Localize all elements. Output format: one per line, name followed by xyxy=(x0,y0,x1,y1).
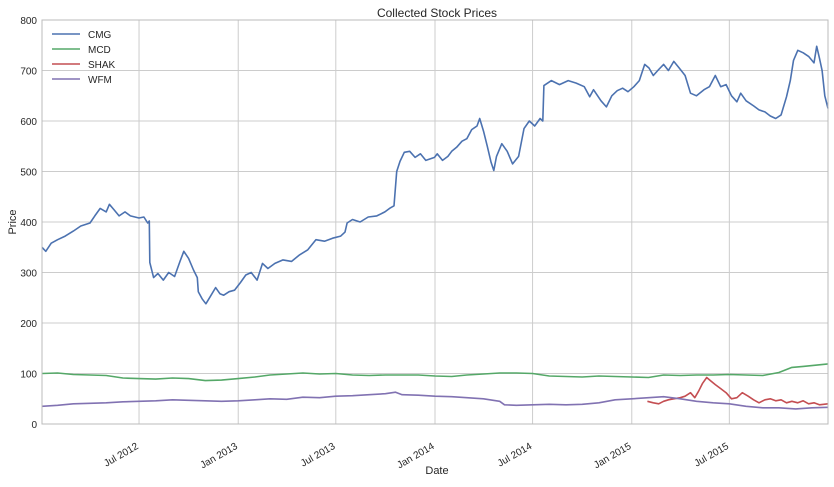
y-axis-ticks: 0 100 200 300 400 500 600 700 800 xyxy=(20,16,37,431)
y-tick-label: 0 xyxy=(31,420,37,431)
y-tick-label: 400 xyxy=(20,218,37,229)
legend-label-cmg: CMG xyxy=(88,30,112,41)
gridlines xyxy=(42,19,828,425)
legend-label-shak: SHAK xyxy=(88,60,116,71)
legend-label-wfm: WFM xyxy=(88,75,112,86)
y-tick-label: 100 xyxy=(20,370,37,381)
y-tick-label: 300 xyxy=(20,269,37,280)
series-lines xyxy=(41,45,829,410)
y-tick-label: 800 xyxy=(20,16,37,27)
y-tick-label: 700 xyxy=(20,67,37,78)
plot-frame xyxy=(41,19,829,425)
legend: CMG MCD SHAK WFM xyxy=(52,30,116,86)
x-axis-label: Date xyxy=(425,465,448,477)
y-tick-label: 200 xyxy=(20,319,37,330)
series-line-mcd xyxy=(41,363,829,382)
series-line-cmg xyxy=(41,45,829,305)
chart-title: Collected Stock Prices xyxy=(377,6,497,20)
legend-label-mcd: MCD xyxy=(88,45,111,56)
plot-border xyxy=(41,19,829,425)
series-line-wfm xyxy=(41,391,829,410)
y-tick-label: 600 xyxy=(20,117,37,128)
y-axis-label: Price xyxy=(7,209,19,234)
y-tick-label: 500 xyxy=(20,168,37,179)
